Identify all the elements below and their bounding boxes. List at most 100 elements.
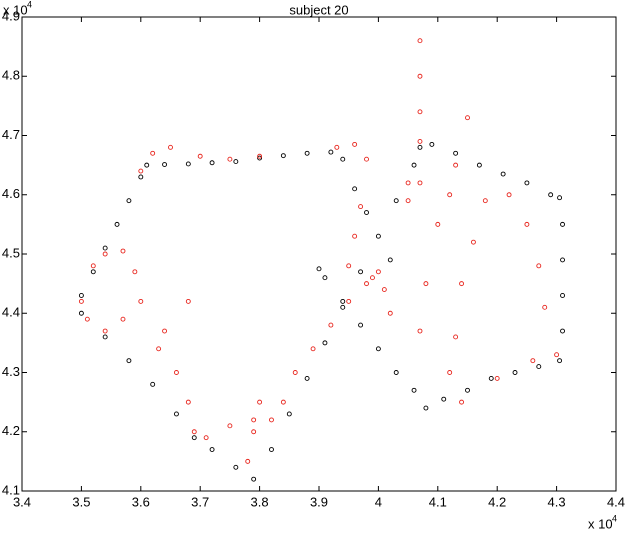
point <box>322 340 328 346</box>
y-tick-label: 4.1 <box>2 482 20 497</box>
point <box>191 429 197 435</box>
point <box>393 198 399 204</box>
point <box>560 257 565 263</box>
point <box>233 464 239 470</box>
point <box>322 275 328 281</box>
point <box>364 210 369 215</box>
point <box>417 73 423 79</box>
point <box>286 411 292 417</box>
point <box>364 156 369 162</box>
point <box>138 168 144 174</box>
y-tick-label: 4.3 <box>2 364 20 379</box>
chart-title: subject 20 <box>289 2 348 17</box>
point <box>185 298 191 304</box>
point <box>358 322 364 328</box>
point <box>78 298 84 304</box>
point <box>251 429 257 435</box>
point <box>150 381 156 387</box>
point <box>524 180 530 186</box>
point <box>114 221 120 227</box>
point <box>340 304 346 310</box>
point <box>375 346 381 352</box>
point <box>203 435 209 441</box>
point <box>364 281 369 287</box>
point <box>405 198 411 204</box>
point <box>328 149 334 155</box>
point <box>126 198 132 204</box>
point <box>459 399 465 405</box>
point <box>417 109 423 115</box>
point <box>417 38 423 44</box>
point <box>245 458 251 464</box>
point <box>251 417 257 423</box>
point <box>257 155 263 161</box>
point <box>292 370 298 375</box>
y-tick-label: 4.5 <box>2 245 20 260</box>
point <box>227 423 233 429</box>
point <box>102 251 108 257</box>
point <box>441 396 447 402</box>
point <box>370 275 375 281</box>
y-tick-label: 4.4 <box>2 305 20 320</box>
point <box>411 387 417 393</box>
point <box>465 115 470 121</box>
y-tick-label: 4.2 <box>2 423 20 438</box>
point <box>257 153 263 159</box>
x-tick-label: 3.6 <box>132 494 150 509</box>
point <box>346 263 352 269</box>
point <box>554 352 560 358</box>
point <box>334 144 340 150</box>
point <box>185 161 191 167</box>
point <box>530 358 536 364</box>
point <box>482 198 488 204</box>
point <box>120 316 126 322</box>
point <box>542 304 548 310</box>
point <box>310 346 316 352</box>
point <box>150 150 156 156</box>
point <box>78 293 84 298</box>
point <box>536 364 542 370</box>
point <box>138 298 144 304</box>
point <box>506 192 512 198</box>
point <box>453 334 459 340</box>
plot-area <box>21 16 617 492</box>
point <box>168 144 173 150</box>
point <box>132 269 138 275</box>
point <box>358 269 364 275</box>
point <box>560 293 565 298</box>
point <box>524 221 530 227</box>
point <box>304 150 310 156</box>
point <box>304 375 310 381</box>
x-tick-label: 3.8 <box>251 494 269 509</box>
point <box>126 358 132 364</box>
point <box>423 281 429 287</box>
point <box>470 239 476 245</box>
point <box>162 162 168 167</box>
point <box>557 195 563 201</box>
x-tick-label: 4.2 <box>488 494 506 509</box>
point <box>387 310 393 316</box>
point <box>447 192 453 198</box>
point <box>340 298 346 304</box>
point <box>417 144 423 150</box>
x-tick-label: 3.4 <box>13 494 31 509</box>
point <box>560 328 565 334</box>
point <box>209 160 215 166</box>
point <box>90 269 96 275</box>
point <box>459 281 465 287</box>
point <box>102 328 108 334</box>
point <box>257 399 263 405</box>
point <box>429 141 435 147</box>
x-multiplier-exponent: 4 <box>612 513 617 523</box>
point <box>78 310 84 316</box>
point <box>346 298 352 304</box>
point <box>536 263 542 269</box>
y-tick-label: 4.8 <box>2 68 20 83</box>
point <box>352 141 358 147</box>
point <box>423 405 429 411</box>
y-tick-label: 4.7 <box>2 127 20 142</box>
point <box>156 346 162 352</box>
point <box>328 322 334 328</box>
point <box>316 266 322 272</box>
